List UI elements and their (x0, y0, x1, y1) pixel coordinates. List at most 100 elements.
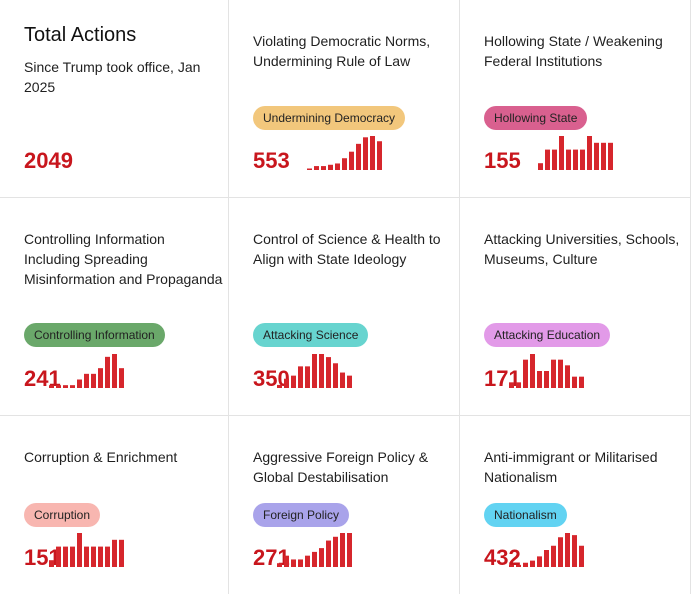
sparkline-bar (328, 164, 333, 170)
category-card-undermining-democracy[interactable]: Violating Democratic Norms, Undermining … (229, 0, 460, 198)
sparkline-bar (573, 149, 578, 170)
category-sparkline (277, 533, 352, 567)
sparkline-bar (572, 376, 577, 388)
sparkline-bar (312, 354, 317, 388)
sparkline-bar (84, 546, 89, 567)
category-badge[interactable]: Attacking Education (484, 323, 611, 347)
sparkline-bar (314, 166, 319, 170)
category-badge[interactable]: Attacking Science (253, 323, 369, 347)
category-card-corruption[interactable]: Corruption & Enrichment Corruption 151 (0, 416, 229, 594)
sparkline-bar (77, 533, 82, 567)
sparkline-bar (63, 546, 68, 567)
sparkline-bar (84, 373, 89, 388)
category-card-attacking-science[interactable]: Control of Science & Health to Align wit… (229, 198, 460, 416)
category-count: 350 (253, 366, 290, 391)
sparkline-bar (538, 163, 543, 170)
sparkline-bar (70, 546, 75, 567)
sparkline-bar (77, 379, 82, 388)
sparkline-bar (565, 365, 570, 388)
sparkline-bar (91, 546, 96, 567)
sparkline-bar (319, 548, 324, 567)
category-title: Attacking Universities, Schools, Museums… (484, 231, 680, 267)
sparkline-bar (305, 555, 310, 567)
sparkline-bar (98, 546, 103, 567)
sparkline-bar (558, 537, 563, 567)
sparkline-bar (558, 359, 563, 388)
category-badge[interactable]: Foreign Policy (253, 503, 350, 527)
category-title: Control of Science & Health to Align wit… (253, 231, 441, 267)
category-sparkline (49, 354, 124, 388)
sparkline-bar (340, 372, 345, 388)
category-badge[interactable]: Controlling Information (24, 323, 165, 347)
sparkline-bar (340, 533, 345, 567)
category-card-hollowing-state[interactable]: Hollowing State / Weakening Federal Inst… (460, 0, 691, 198)
sparkline-bar (333, 363, 338, 388)
sparkline-bar (580, 149, 585, 170)
sparkline-bar (347, 533, 352, 567)
sparkline-bar (56, 546, 61, 567)
sparkline-bar (326, 540, 331, 567)
category-count: 171 (484, 366, 521, 391)
sparkline-bar (594, 142, 599, 170)
sparkline-bar (307, 168, 312, 170)
sparkline-bar (112, 539, 117, 567)
category-count: 553 (253, 148, 290, 173)
sparkline-bar (347, 375, 352, 388)
sparkline-bar (601, 142, 606, 170)
sparkline-bar (566, 149, 571, 170)
sparkline-bar (277, 563, 282, 567)
category-sparkline (538, 136, 613, 170)
sparkline-bar (326, 357, 331, 388)
sparkline-bar (70, 385, 75, 388)
category-card-nationalism[interactable]: Anti-immigrant or Militarised Nationalis… (460, 416, 691, 594)
sparkline-bar (559, 136, 564, 170)
sparkline-bar (319, 354, 324, 388)
sparkline-bar (284, 378, 289, 388)
category-sparkline (49, 533, 124, 567)
sparkline-bar (98, 368, 103, 388)
category-count: 241 (24, 366, 61, 391)
sparkline-bar (333, 536, 338, 567)
category-card-foreign-policy[interactable]: Aggressive Foreign Policy & Global Desta… (229, 416, 460, 594)
category-count: 151 (24, 545, 61, 570)
category-title: Aggressive Foreign Policy & Global Desta… (253, 449, 429, 485)
total-actions-card: Total Actions Since Trump took office, J… (0, 0, 229, 198)
category-count: 432 (484, 545, 521, 570)
sparkline-bar (49, 560, 54, 567)
category-sparkline (307, 136, 382, 170)
sparkline-bar (551, 545, 556, 567)
category-card-attacking-education[interactable]: Attacking Universities, Schools, Museums… (460, 198, 691, 416)
category-title: Anti-immigrant or Militarised Nationalis… (484, 449, 658, 485)
sparkline-bar (91, 373, 96, 388)
sparkline-bar (544, 550, 549, 567)
total-actions-subtitle: Since Trump took office, Jan 2025 (24, 59, 201, 95)
category-badge[interactable]: Undermining Democracy (253, 106, 406, 130)
sparkline-bar (56, 385, 61, 388)
sparkline-bar (537, 371, 542, 388)
sparkline-bar (105, 546, 110, 567)
category-badge[interactable]: Corruption (24, 503, 101, 527)
category-badge[interactable]: Nationalism (484, 503, 567, 527)
sparkline-bar (312, 551, 317, 567)
sparkline-bar (579, 545, 584, 567)
sparkline-bar (530, 354, 535, 388)
sparkline-bar (335, 163, 340, 170)
sparkline-bar (105, 356, 110, 388)
sparkline-bar (356, 143, 361, 170)
sparkline-bar (370, 136, 375, 170)
sparkline-bar (509, 564, 514, 567)
sparkline-bar (49, 385, 54, 388)
category-title: Controlling Information Including Spread… (24, 231, 223, 287)
sparkline-bar (119, 539, 124, 567)
sparkline-bar (516, 564, 521, 567)
category-card-controlling-information[interactable]: Controlling Information Including Spread… (0, 198, 229, 416)
sparkline-bar (305, 366, 310, 388)
sparkline-bar (112, 354, 117, 388)
category-badge[interactable]: Hollowing State (484, 106, 588, 130)
sparkline-bar (579, 376, 584, 388)
category-title: Hollowing State / Weakening Federal Inst… (484, 33, 663, 69)
sparkline-bar (277, 384, 282, 388)
sparkline-bar (284, 555, 289, 567)
sparkline-bar (523, 359, 528, 388)
